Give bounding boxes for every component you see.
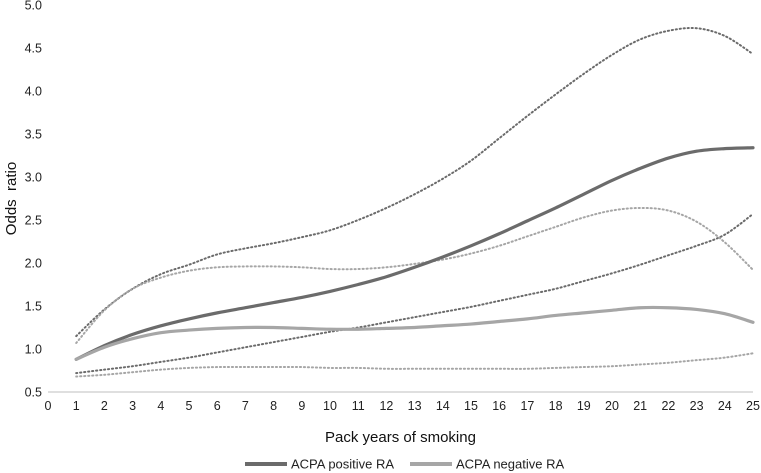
legend-label-acpa-negative: ACPA negative RA [456,457,564,472]
y-tick-label: 3.0 [25,171,42,185]
acpa-negative-line [74,305,755,361]
y-tick-label: 4.5 [25,42,42,56]
x-axis-title: Pack years of smoking [325,429,476,446]
x-tick-label: 22 [661,399,675,413]
x-tick-label: 4 [157,399,164,413]
x-tick-label: 20 [605,399,619,413]
x-tick-label: 9 [298,399,305,413]
x-tick-label: 6 [214,399,221,413]
x-tick-label: 23 [690,399,704,413]
x-tick-label: 12 [379,399,393,413]
x-tick-label: 25 [746,399,760,413]
x-tick-label: 10 [323,399,337,413]
x-tick-label: 5 [186,399,193,413]
legend: ACPA positive RA ACPA negative RA [245,457,564,472]
acpa-positive-ci-upper-line [75,26,754,338]
y-tick-label: 4.0 [25,85,42,99]
x-tick-label: 0 [45,399,52,413]
y-tick-label: 2.0 [25,257,42,271]
acpa-positive-line [74,146,755,361]
x-tick-label: 11 [352,399,365,413]
x-tick-label: 24 [718,399,732,413]
y-tick-label: 2.5 [25,214,42,228]
x-tick-label: 15 [464,399,478,413]
axes: 0 1 2 3 4 5 6 7 8 9 10 11 12 13 14 15 16 17 18 19 20 21 22 23 24… [25,0,760,413]
x-tick-label: 7 [242,399,249,413]
x-tick-label: 8 [270,399,277,413]
plot-lines [74,26,755,378]
x-tick-label: 16 [492,399,506,413]
y-axis-title: Odds ratio [3,162,20,235]
x-tick-label: 2 [101,399,108,413]
x-tick-label: 18 [549,399,563,413]
x-tick-label: 14 [436,399,450,413]
y-tick-labels: 0.5 1.0 1.5 2.0 2.5 3.0 3.5 4.0 4.5 5.0 [25,0,42,400]
y-tick-label: 3.5 [25,128,42,142]
y-tick-label: 0.5 [25,386,42,400]
y-tick-label: 1.0 [25,343,42,357]
x-tick-label: 17 [520,399,534,413]
x-tick-label: 1 [73,399,80,413]
x-tick-label: 13 [408,399,422,413]
x-tick-label: 21 [633,399,647,413]
acpa-positive-ci-lower-line [75,212,754,375]
y-tick-label: 1.5 [25,300,42,314]
y-tick-label: 5.0 [25,0,42,13]
x-tick-label: 3 [129,399,136,413]
x-tick-label: 19 [577,399,591,413]
acpa-negative-ci-lower-line [75,352,754,378]
acpa-negative-ci-upper-line [75,206,754,344]
x-tick-labels: 0 1 2 3 4 5 6 7 8 9 10 11 12 13 14 15 16 17 18 19 20 21 22 23 24… [45,399,760,413]
legend-label-acpa-positive: ACPA positive RA [291,457,394,472]
